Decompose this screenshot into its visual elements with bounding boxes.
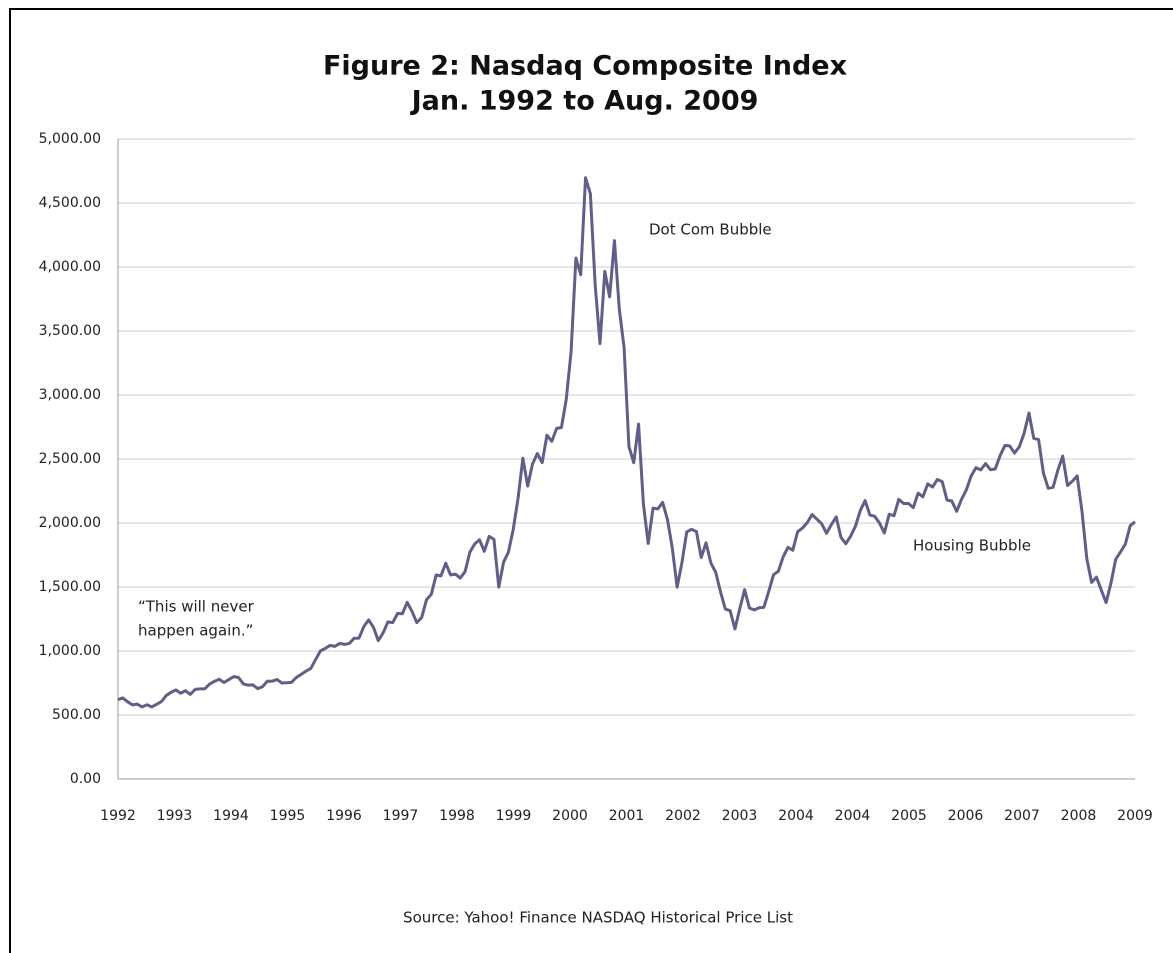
- x-tick-label: 1992: [100, 808, 136, 824]
- annotation: happen again.”: [138, 622, 253, 640]
- x-tick-label: 2002: [665, 808, 701, 824]
- y-tick-label: 5,000.00: [39, 131, 101, 147]
- x-tick-label: 1994: [213, 808, 249, 824]
- chart-title: Figure 2: Nasdaq Composite Index: [323, 51, 847, 82]
- x-tick-label: 1998: [439, 808, 475, 824]
- x-tick-label: 1995: [270, 808, 306, 824]
- chart-subtitle: Jan. 1992 to Aug. 2009: [410, 86, 759, 117]
- x-tick-label: 1993: [157, 808, 193, 824]
- x-tick-label: 2007: [1004, 808, 1040, 824]
- x-tick-label: 2009: [1117, 808, 1153, 824]
- y-tick-label: 4,500.00: [39, 195, 101, 211]
- y-tick-label: 4,000.00: [39, 259, 101, 275]
- data-line: [117, 176, 1136, 709]
- annotation: “This will never: [138, 598, 255, 616]
- y-tick-label: 0.00: [70, 771, 101, 787]
- x-tick-label: 2000: [552, 808, 588, 824]
- x-tick-label: 2004: [835, 808, 871, 824]
- annotation: Housing Bubble: [913, 537, 1031, 555]
- x-tick-label: 2001: [609, 808, 645, 824]
- x-tick-label: 1996: [326, 808, 362, 824]
- y-tick-label: 3,000.00: [39, 387, 101, 403]
- y-tick-label: 500.00: [52, 707, 101, 723]
- y-tick-label: 3,500.00: [39, 323, 101, 339]
- x-tick-label: 2008: [1061, 808, 1097, 824]
- annotation: Dot Com Bubble: [649, 221, 772, 239]
- y-tick-label: 2,500.00: [39, 451, 101, 467]
- y-tick-label: 1,000.00: [39, 643, 101, 659]
- x-tick-label: 2003: [722, 808, 758, 824]
- y-tick-label: 1,500.00: [39, 579, 101, 595]
- x-tick-label: 2005: [891, 808, 927, 824]
- x-tick-label: 2006: [948, 808, 984, 824]
- y-tick-label: 2,000.00: [39, 515, 101, 531]
- x-tick-label: 1997: [383, 808, 419, 824]
- frame: [9, 8, 1173, 953]
- source: Source: Yahoo! Finance NASDAQ Historical…: [403, 909, 793, 927]
- x-tick-label: 1999: [496, 808, 532, 824]
- x-tick-label: 2004: [778, 808, 814, 824]
